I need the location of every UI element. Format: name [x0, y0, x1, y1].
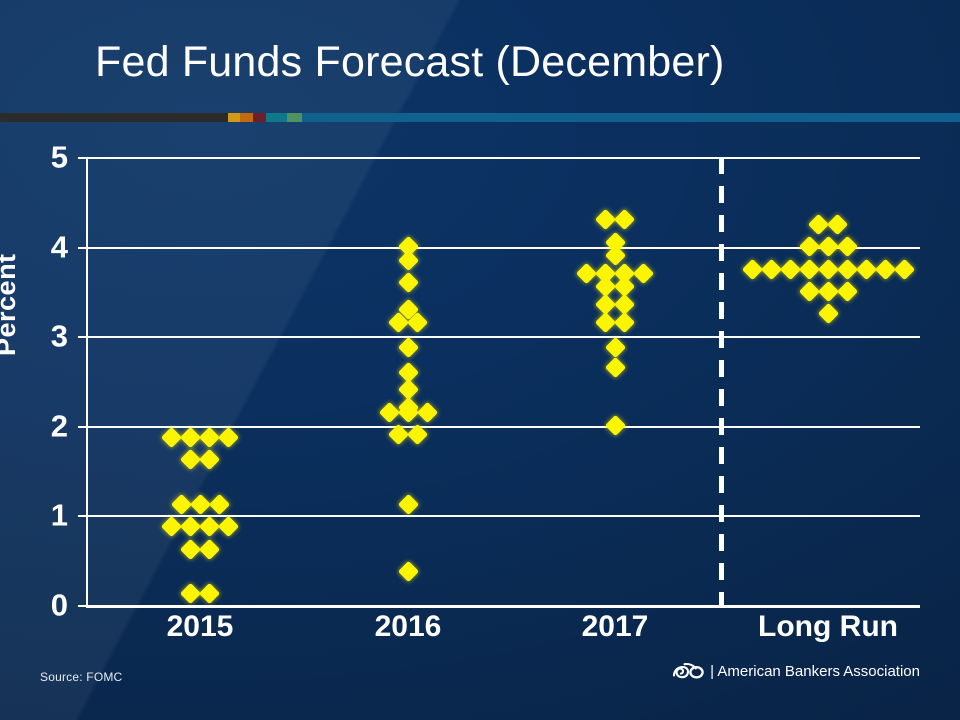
data-dot [798, 258, 820, 280]
teal-segment [266, 113, 287, 122]
data-dot [397, 271, 419, 294]
y-tick-2 [78, 425, 88, 428]
data-dot [604, 336, 626, 358]
x-tick-label-2017: 2017 [581, 610, 649, 643]
brand-footer: | American Bankers Association [671, 662, 920, 681]
y-tick-5 [78, 157, 88, 159]
y-tick-label-4: 4 [50, 229, 68, 265]
data-dot [397, 249, 419, 271]
data-dot [817, 280, 839, 302]
x-tick-label-long-run: Long Run [758, 610, 898, 643]
data-dot [160, 426, 183, 448]
data-dot [198, 538, 221, 560]
brand-label: | American Bankers Association [710, 663, 920, 680]
data-dot [760, 258, 782, 280]
data-dot [160, 515, 183, 538]
data-dot [798, 280, 820, 302]
data-dot [613, 312, 636, 334]
data-dot [632, 262, 655, 285]
y-tick-label-5: 5 [50, 139, 68, 175]
data-dot [397, 493, 419, 515]
data-dot [198, 583, 221, 605]
data-dot [179, 448, 202, 470]
title-decorative-rule [0, 113, 960, 122]
data-dot [594, 209, 617, 231]
data-dot [893, 258, 915, 280]
data-dot [741, 258, 763, 280]
data-dot [613, 209, 636, 231]
data-dot [798, 235, 820, 258]
blue-segment [302, 113, 960, 122]
data-dot [874, 258, 896, 280]
data-dot [836, 235, 858, 258]
data-dot [170, 493, 192, 515]
gridline-4 [88, 246, 920, 249]
data-dot [397, 560, 419, 582]
gridline-2 [88, 425, 920, 428]
data-dot [198, 426, 221, 448]
data-dot [604, 356, 626, 379]
data-dot [807, 213, 830, 235]
data-dot [416, 401, 438, 423]
gold-segment [228, 113, 240, 122]
data-dot [179, 426, 202, 448]
data-dot [217, 515, 240, 538]
data-dot [179, 515, 202, 538]
data-dot [179, 538, 202, 560]
maroon-segment [253, 113, 266, 122]
long-run-divider [719, 157, 724, 605]
page-title: Fed Funds Forecast (December) [95, 38, 725, 86]
y-axis-line [86, 157, 88, 607]
data-dot [217, 426, 240, 448]
y-tick-label-3: 3 [50, 318, 68, 354]
data-dot [575, 262, 598, 285]
title-band: Fed Funds Forecast (December) [0, 0, 960, 113]
y-tick-4 [78, 246, 88, 249]
source-note: Source: FOMC [40, 670, 123, 684]
orange-segment [240, 113, 253, 122]
x-tick-label-2015: 2015 [166, 610, 234, 643]
x-axis-line [86, 605, 920, 608]
y-tick-0 [78, 605, 88, 607]
y-axis-tick-labels: 0 1 2 3 4 5 [0, 142, 80, 621]
data-dot [198, 448, 221, 470]
aba-logo-icon [673, 662, 704, 679]
data-dot [817, 235, 839, 258]
gridline-5 [88, 157, 920, 159]
y-tick-label-0: 0 [50, 587, 68, 623]
chart-plot-area [78, 157, 920, 608]
data-dot [208, 493, 230, 515]
y-tick-1 [78, 515, 88, 518]
gridline-1 [88, 515, 920, 518]
gridline-3 [88, 336, 920, 339]
dark-segment [0, 113, 228, 122]
data-dot [189, 493, 211, 515]
data-dot [826, 213, 849, 235]
data-dot [378, 401, 400, 423]
y-tick-3 [78, 336, 88, 339]
data-dot [179, 583, 202, 605]
y-tick-label-1: 1 [50, 497, 68, 533]
data-dot [198, 515, 221, 538]
data-dot [836, 258, 858, 280]
x-axis-tick-labels: 2015 2016 2017 Long Run [88, 612, 920, 652]
data-dot [779, 258, 801, 280]
data-dot [817, 303, 839, 325]
data-dot [855, 258, 877, 280]
data-dot [397, 336, 419, 358]
data-dot [594, 312, 617, 334]
data-dot [604, 415, 626, 437]
y-tick-label-2: 2 [50, 408, 68, 444]
green-segment [287, 113, 302, 122]
data-dot [817, 258, 839, 280]
data-dot [836, 280, 858, 302]
x-tick-label-2016: 2016 [374, 610, 442, 643]
